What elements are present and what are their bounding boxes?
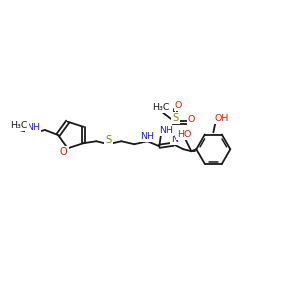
Text: NH: NH — [159, 126, 173, 135]
Text: OH: OH — [214, 114, 229, 123]
Text: NH: NH — [140, 132, 154, 141]
Text: H₃C: H₃C — [153, 103, 170, 112]
Text: S: S — [172, 113, 178, 123]
Text: HO: HO — [177, 130, 191, 139]
Text: O: O — [175, 101, 182, 110]
Text: N: N — [171, 135, 178, 144]
Text: O: O — [188, 115, 195, 124]
Text: H₃C: H₃C — [10, 121, 28, 130]
Text: O: O — [60, 147, 68, 157]
Text: S: S — [105, 135, 112, 145]
Text: NH: NH — [26, 124, 40, 133]
